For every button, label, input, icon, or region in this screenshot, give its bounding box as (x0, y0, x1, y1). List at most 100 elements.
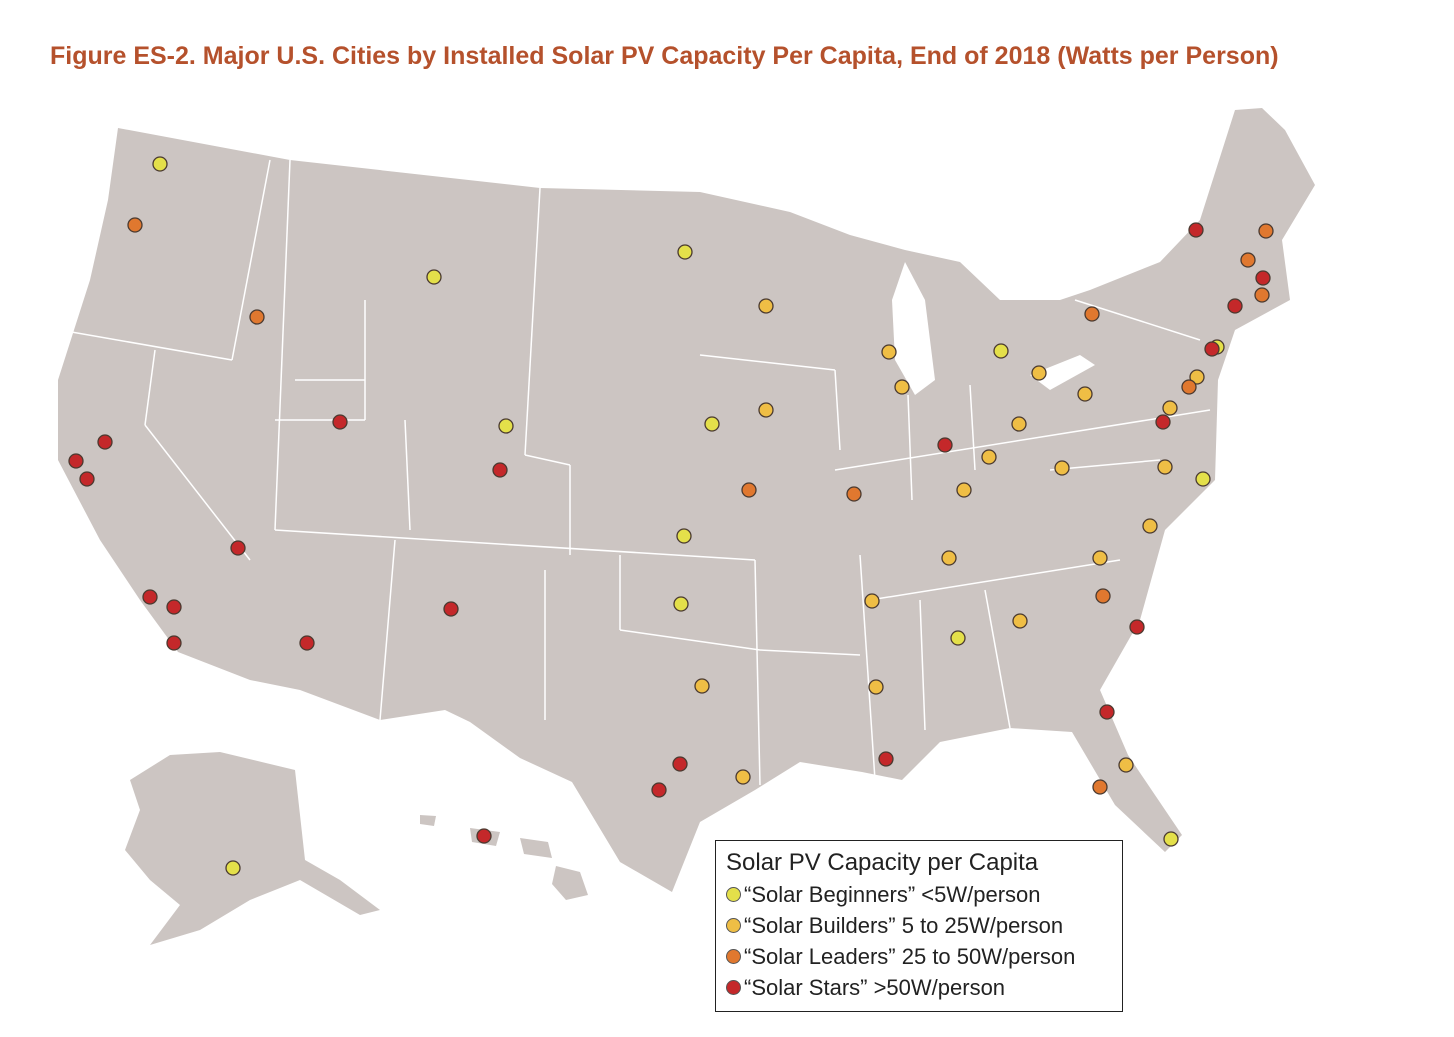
state-border (524, 187, 541, 456)
city-marker-leader (1181, 379, 1197, 395)
city-marker-star (937, 437, 953, 453)
city-marker-star (1099, 704, 1115, 720)
city-marker-star (79, 471, 95, 487)
city-marker-star (166, 635, 182, 651)
city-marker-star (299, 635, 315, 651)
city-marker-builder (868, 679, 884, 695)
state-border (754, 559, 761, 786)
city-marker-leader (1240, 252, 1256, 268)
city-marker-star (97, 434, 113, 450)
city-marker-builder (894, 379, 910, 395)
lake-erie (1030, 355, 1095, 390)
city-marker-leader (1254, 287, 1270, 303)
city-marker-star (1129, 619, 1145, 635)
city-marker-builder (1031, 365, 1047, 381)
legend-item-stars: “Solar Stars” >50W/person (726, 972, 1112, 1003)
light-orange-dot-icon (726, 918, 741, 933)
state-border (144, 349, 156, 426)
city-marker-leader (741, 482, 757, 498)
city-marker-leader (1095, 588, 1111, 604)
city-marker-leader (1092, 779, 1108, 795)
red-dot-icon (726, 980, 741, 995)
city-marker-star (492, 462, 508, 478)
city-marker-beginner (1163, 831, 1179, 847)
city-marker-builder (1157, 459, 1173, 475)
city-marker-builder (941, 550, 957, 566)
city-marker-star (443, 601, 459, 617)
city-marker-builder (758, 298, 774, 314)
state-border (759, 649, 861, 656)
city-markers (68, 156, 1274, 876)
city-marker-star (68, 453, 84, 469)
city-marker-builder (1077, 386, 1093, 402)
city-marker-leader (846, 486, 862, 502)
state-border (231, 159, 271, 361)
state-border (619, 629, 761, 651)
city-marker-beginner (673, 596, 689, 612)
state-border (274, 159, 291, 531)
city-marker-beginner (1195, 471, 1211, 487)
city-marker-beginner (677, 244, 693, 260)
city-marker-star (878, 751, 894, 767)
city-marker-builder (864, 593, 880, 609)
city-marker-star (166, 599, 182, 615)
city-marker-builder (981, 449, 997, 465)
city-marker-beginner (498, 418, 514, 434)
city-marker-star (230, 540, 246, 556)
city-marker-builder (694, 678, 710, 694)
hawaii-maui (520, 838, 552, 858)
legend-title: Solar PV Capacity per Capita (726, 849, 1039, 876)
city-marker-builder (1092, 550, 1108, 566)
city-marker-builder (1054, 460, 1070, 476)
figure-title: Figure ES-2. Major U.S. Cities by Instal… (50, 42, 1279, 70)
yellow-dot-icon (726, 887, 741, 902)
legend-item-beginners: “Solar Beginners” <5W/person (726, 879, 1112, 910)
city-marker-beginner (993, 343, 1009, 359)
state-border (379, 539, 396, 721)
city-marker-beginner (676, 528, 692, 544)
hawaii-kauai (420, 815, 436, 826)
city-marker-builder (758, 402, 774, 418)
city-marker-builder (1012, 613, 1028, 629)
state-border (907, 394, 913, 501)
state-border (274, 529, 756, 561)
city-marker-star (1227, 298, 1243, 314)
state-border (699, 354, 836, 371)
state-border (59, 329, 233, 361)
land-shapes (58, 108, 1315, 945)
state-border (859, 554, 876, 781)
city-marker-builder (1118, 757, 1134, 773)
city-marker-builder (1189, 369, 1205, 385)
city-marker-star (1155, 414, 1171, 430)
city-marker-builder (735, 769, 751, 785)
state-border (524, 454, 571, 466)
state-border (969, 384, 976, 471)
city-marker-leader (1258, 223, 1274, 239)
city-marker-leader (249, 309, 265, 325)
city-marker-star (651, 782, 667, 798)
city-marker-builder (1011, 416, 1027, 432)
legend-item-leaders: “Solar Leaders” 25 to 50W/person (726, 941, 1112, 972)
state-border (144, 424, 251, 561)
alaska (125, 752, 380, 945)
city-marker-beginner (152, 156, 168, 172)
city-marker-star (672, 756, 688, 772)
legend-item-builders: “Solar Builders” 5 to 25W/person (726, 910, 1112, 941)
hawaii-big-island (552, 866, 588, 900)
state-border (834, 409, 1211, 471)
city-marker-star (332, 414, 348, 430)
city-marker-beginner (704, 416, 720, 432)
city-marker-beginner (950, 630, 966, 646)
state-border (869, 559, 1121, 601)
city-marker-star (476, 828, 492, 844)
state-border (1074, 299, 1201, 341)
legend: Solar PV Capacity per Capita “Solar Begi… (715, 840, 1123, 1012)
lake-michigan (892, 262, 935, 395)
city-marker-builder (881, 344, 897, 360)
state-border (919, 599, 926, 731)
city-marker-builder (956, 482, 972, 498)
state-border (984, 589, 1011, 729)
city-marker-star (142, 589, 158, 605)
city-marker-star (1255, 270, 1271, 286)
